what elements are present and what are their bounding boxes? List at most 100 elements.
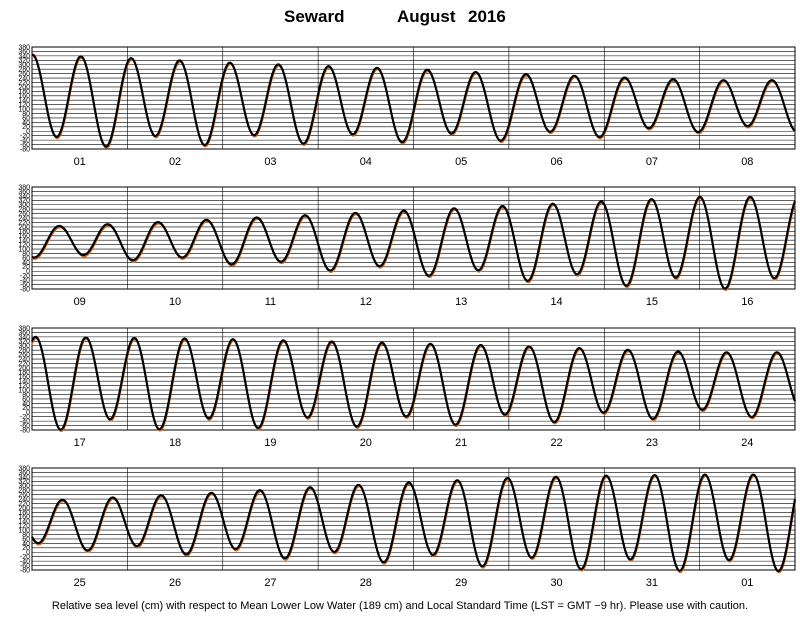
day-label: 07 [646,156,658,168]
day-label: 11 [265,296,276,308]
y-tick-label: 300 [18,343,30,350]
y-tick-label: 0 [26,410,30,417]
y-tick-label: 180 [18,370,30,377]
day-label: 03 [264,156,276,168]
y-tick-label: 160 [18,374,30,381]
panel-frame [31,467,796,571]
y-tick-label: 260 [18,352,30,359]
y-tick-label: 340 [18,474,30,481]
y-tick-label: 140 [18,238,30,245]
y-tick-label: 100 [18,246,30,253]
day-label: 01 [741,577,753,589]
y-tick-label: 180 [18,89,30,96]
y-tick-label: -80 [20,567,30,574]
y-tick-label: 360 [18,49,30,56]
day-label: 27 [264,577,276,589]
y-tick-label: 280 [18,488,30,495]
day-label: 09 [74,296,86,308]
day-label: 15 [646,296,658,308]
y-tick-label: -80 [20,286,30,293]
y-tick-label: -40 [20,559,30,566]
panel-frame [31,46,796,150]
y-tick-label: 280 [18,348,30,355]
y-tick-label: 220 [18,220,30,227]
day-label: 01 [74,156,86,168]
day-label: 25 [74,577,86,589]
y-tick-label: 200 [18,84,30,91]
y-tick-label: 100 [18,527,30,534]
tide-chart: 3803603403203002802602402202001801601401… [18,44,797,589]
y-tick-label: 320 [18,339,30,346]
day-label: 16 [741,296,753,308]
y-tick-label: 300 [18,202,30,209]
y-tick-label: 160 [18,93,30,100]
y-tick-label: -40 [20,138,30,145]
panel-4: 3803603403203002802602402202001801601401… [18,465,797,589]
y-tick-label: -20 [20,554,30,561]
day-label: 14 [550,296,562,308]
day-label: 06 [550,156,562,168]
y-tick-label: 360 [18,470,30,477]
y-tick-label: -60 [20,282,30,289]
chart-title: Seward August 2016 [0,4,800,28]
y-tick-label: 20 [22,545,30,552]
y-tick-label: -20 [20,273,30,280]
y-tick-label: 60 [22,536,30,543]
day-label: 12 [360,296,372,308]
y-tick-label: 40 [22,260,30,267]
y-tick-label: 120 [18,102,30,109]
day-label: 17 [74,437,86,449]
y-tick-label: 260 [18,211,30,218]
y-tick-label: 280 [18,67,30,74]
y-tick-label: 80 [22,251,30,258]
day-label: 26 [169,577,181,589]
y-tick-label: 340 [18,53,30,60]
y-tick-label: -60 [20,563,30,570]
y-tick-label: 60 [22,115,30,122]
y-tick-label: 100 [18,106,30,113]
y-tick-label: -20 [20,133,30,140]
panel-1: 3803603403203002802602402202001801601401… [18,44,796,168]
y-tick-label: 80 [22,111,30,118]
panel-3: 3803603403203002802602402202001801601401… [18,325,797,449]
y-tick-label: -80 [20,146,30,153]
day-label: 19 [264,437,276,449]
y-tick-label: 220 [18,80,30,87]
y-tick-label: 80 [22,532,30,539]
y-tick-label: 160 [18,514,30,521]
footer-note: Relative sea level (cm) with respect to … [51,600,749,612]
y-tick-label: 380 [18,465,30,472]
y-tick-label: 200 [18,224,30,231]
day-label: 31 [646,577,658,589]
y-tick-label: 260 [18,71,30,78]
y-tick-label: 60 [22,396,30,403]
day-label: 23 [646,437,658,449]
y-tick-label: 200 [18,505,30,512]
y-tick-label: 240 [18,215,30,222]
y-tick-label: 40 [22,120,30,127]
series-observed [31,195,797,290]
day-label: 21 [455,437,467,449]
title-month: August [397,7,456,26]
day-label: 28 [360,577,372,589]
title-year: 2016 [468,7,506,26]
day-label: 20 [360,437,372,449]
y-tick-label: 380 [18,184,30,191]
y-tick-label: 140 [18,379,30,386]
y-tick-label: 320 [18,198,30,205]
y-tick-label: -40 [20,419,30,426]
y-tick-label: 320 [18,58,30,65]
y-tick-label: 380 [18,325,30,332]
y-tick-label: 160 [18,233,30,240]
y-tick-label: 220 [18,361,30,368]
y-tick-label: 20 [22,264,30,271]
y-tick-label: -40 [20,278,30,285]
y-tick-label: -20 [20,414,30,421]
day-label: 18 [169,437,181,449]
y-tick-label: 340 [18,334,30,341]
y-tick-label: 360 [18,189,30,196]
y-tick-label: 260 [18,492,30,499]
series-observed [31,53,796,148]
y-tick-label: 240 [18,356,30,363]
y-tick-label: 380 [18,44,30,51]
